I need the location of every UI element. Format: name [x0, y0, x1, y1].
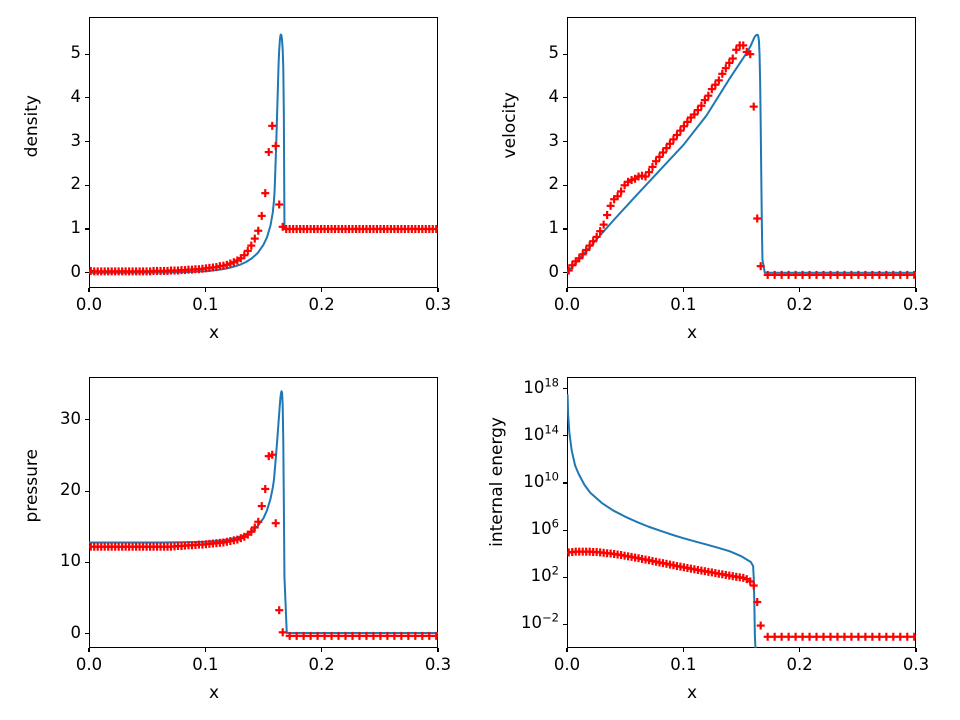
x-tick-label: 0.0: [75, 655, 103, 674]
x-tick-label: 0.2: [786, 655, 813, 674]
y-tick-mark: [563, 184, 567, 186]
x-tick-label: 0.2: [786, 295, 813, 314]
y-tick-label: 2: [548, 174, 560, 194]
y-tick-mark: [563, 435, 567, 437]
x-tick-mark: [915, 648, 917, 652]
x-tick-mark: [566, 648, 568, 652]
y-tick-mark: [85, 53, 89, 55]
y-tick-label: 0: [548, 261, 560, 281]
x-tick-label: 0.1: [670, 295, 697, 314]
series-markers-top-left: [89, 121, 438, 276]
y-tick-mark: [563, 576, 567, 578]
axes-frame-internal-energy: [567, 377, 916, 648]
y-tick-label: 4: [548, 86, 560, 106]
series-line-bottom-left: [89, 390, 438, 635]
y-tick-label: 10−2: [521, 610, 559, 633]
y-tick-label: 5: [548, 43, 560, 63]
y-tick-mark: [563, 482, 567, 484]
x-tick-label: 0.2: [308, 295, 335, 314]
y-tick-label: 3: [70, 130, 82, 150]
y-tick-label: 1018: [523, 375, 559, 397]
x-axis-label-velocity: x: [686, 323, 698, 343]
y-tick-mark: [85, 419, 89, 421]
x-tick-label: 0.3: [424, 655, 452, 674]
x-tick-mark: [88, 648, 90, 652]
y-tick-mark: [563, 388, 567, 390]
x-tick-mark: [204, 288, 206, 292]
axes-frame-density: [89, 17, 438, 288]
y-tick-label: 0: [70, 261, 82, 281]
y-tick-mark: [85, 561, 89, 563]
y-tick-label: 1010: [523, 469, 559, 492]
y-tick-mark: [563, 141, 567, 143]
y-tick-label: 106: [530, 516, 559, 539]
x-tick-label: 0.2: [308, 655, 335, 674]
x-tick-mark: [321, 648, 323, 652]
y-tick-label: 102: [530, 563, 559, 586]
y-tick-mark: [563, 272, 567, 274]
y-tick-label: 1: [548, 217, 560, 237]
series-line-bottom-right: [567, 393, 757, 648]
y-tick-mark: [85, 97, 89, 99]
x-tick-mark: [682, 648, 684, 652]
y-tick-label: 10: [60, 551, 81, 571]
y-tick-mark: [85, 272, 89, 274]
x-tick-label: 0.1: [192, 295, 219, 314]
y-tick-label: 5: [70, 43, 82, 63]
y-tick-label: 4: [70, 86, 82, 106]
series-markers-bottom-left: [89, 450, 438, 640]
y-tick-mark: [85, 633, 89, 635]
axes-frame-velocity: [567, 17, 916, 288]
y-tick-mark: [85, 184, 89, 186]
series-line-top-right: [567, 33, 916, 274]
x-tick-mark: [799, 648, 801, 652]
y-tick-label: 20: [60, 480, 81, 500]
x-tick-mark: [437, 288, 439, 292]
y-tick-mark: [563, 53, 567, 55]
y-tick-mark: [563, 228, 567, 230]
x-tick-mark: [915, 288, 917, 292]
x-tick-label: 0.1: [192, 655, 219, 674]
x-tick-label: 0.1: [670, 655, 697, 674]
x-tick-mark: [799, 288, 801, 292]
x-tick-mark: [321, 288, 323, 292]
x-tick-mark: [204, 648, 206, 652]
y-tick-label: 2: [70, 174, 82, 194]
series-markers-top-right: [567, 41, 916, 279]
y-tick-label: 30: [60, 408, 81, 428]
y-tick-label: 1014: [523, 422, 559, 444]
x-tick-mark: [682, 288, 684, 292]
x-tick-mark: [437, 648, 439, 652]
y-tick-mark: [563, 529, 567, 531]
x-tick-mark: [566, 288, 568, 292]
x-axis-label-internal-energy: x: [686, 683, 698, 703]
y-tick-mark: [563, 623, 567, 625]
y-tick-label: 0: [70, 622, 82, 642]
x-axis-label-density: x: [208, 323, 220, 343]
x-tick-label: 0.3: [424, 295, 452, 314]
y-tick-mark: [85, 141, 89, 143]
y-tick-label: 1: [70, 217, 82, 237]
x-tick-label: 0.3: [902, 295, 930, 314]
y-tick-mark: [85, 490, 89, 492]
series-markers-bottom-right: [567, 547, 916, 641]
x-tick-mark: [88, 288, 90, 292]
x-tick-label: 0.0: [553, 655, 581, 674]
y-tick-label: 3: [548, 130, 560, 150]
y-tick-mark: [563, 97, 567, 99]
axes-frame-pressure: [89, 377, 438, 648]
x-tick-label: 0.0: [553, 295, 581, 314]
y-tick-mark: [85, 228, 89, 230]
x-tick-label: 0.0: [75, 295, 103, 314]
x-axis-label-pressure: x: [208, 683, 220, 703]
x-tick-label: 0.3: [902, 655, 930, 674]
